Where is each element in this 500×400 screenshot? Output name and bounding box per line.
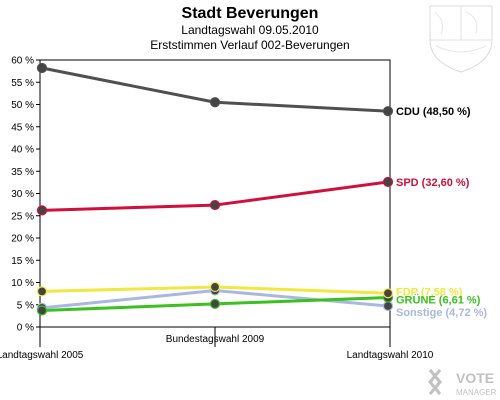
watermark-line1: VOTE bbox=[456, 370, 494, 386]
y-tick-label: 50 % bbox=[11, 100, 34, 111]
x-tick-label: Bundestagswahl 2009 bbox=[166, 334, 265, 345]
y-tick-label: 45 % bbox=[11, 122, 34, 133]
series-end-label: Sonstige (4,72 %) bbox=[396, 307, 487, 319]
data-point-fdp bbox=[209, 281, 221, 293]
x-tick-label: Landtagswahl 2010 bbox=[347, 350, 434, 361]
data-point-cdu bbox=[36, 62, 48, 74]
y-tick-label: 35 % bbox=[11, 167, 34, 178]
y-tick-label: 0 % bbox=[17, 323, 34, 334]
data-point-grüne bbox=[36, 305, 48, 316]
y-tick-label: 15 % bbox=[11, 256, 34, 267]
y-axis: 0 % 5 % 10 % 15 % 20 % 25 % 30 % 35 % 40 % 45 % 50… bbox=[11, 56, 40, 334]
votemanager-watermark: VOTE MANAGER bbox=[428, 369, 497, 397]
series-labels: CDU (48,50 %) SPD (32,60 %) FDP (7,58 %)GR… bbox=[396, 106, 487, 319]
chart-subtitle-election: Landtagswahl 09.05.2010 bbox=[181, 23, 319, 37]
y-tick-label: 10 % bbox=[11, 278, 34, 289]
data-point-fdp bbox=[382, 288, 394, 299]
series-end-label: GRÜNE (6,61 %) bbox=[396, 294, 481, 307]
data-point-spd bbox=[36, 205, 48, 216]
y-tick-label: 20 % bbox=[11, 234, 34, 245]
series-end-label: FDP (7,58 %) bbox=[396, 286, 463, 298]
y-tick-label: 5 % bbox=[17, 300, 34, 311]
data-point-fdp bbox=[36, 286, 48, 297]
y-tick-label: 40 % bbox=[11, 145, 34, 156]
data-point-spd bbox=[382, 176, 394, 188]
chart-subtitle-description: Erststimmen Verlauf 002-Beverungen bbox=[150, 38, 349, 52]
chart-title: Stadt Beverungen bbox=[182, 5, 319, 22]
y-tick-label: 60 % bbox=[11, 56, 34, 67]
y-tick-label: 55 % bbox=[11, 78, 34, 89]
series-end-label: SPD (32,60 %) bbox=[396, 177, 470, 189]
data-point-spd bbox=[209, 199, 221, 211]
data-point-sonstige bbox=[382, 300, 394, 312]
watermark-line2: MANAGER bbox=[456, 388, 497, 397]
nrw-coat-of-arms-icon bbox=[429, 5, 493, 73]
y-tick-label: 25 % bbox=[11, 211, 34, 222]
series-group bbox=[36, 62, 394, 316]
data-point-cdu bbox=[382, 106, 394, 117]
data-point-grüne bbox=[209, 298, 221, 309]
x-axis: Landtagswahl 2005 Bundestagswahl 2009 Land… bbox=[0, 327, 434, 361]
y-tick-label: 30 % bbox=[11, 189, 34, 200]
x-tick-label: Landtagswahl 2005 bbox=[0, 350, 84, 361]
data-point-cdu bbox=[209, 97, 221, 108]
series-end-label: CDU (48,50 %) bbox=[396, 106, 471, 118]
